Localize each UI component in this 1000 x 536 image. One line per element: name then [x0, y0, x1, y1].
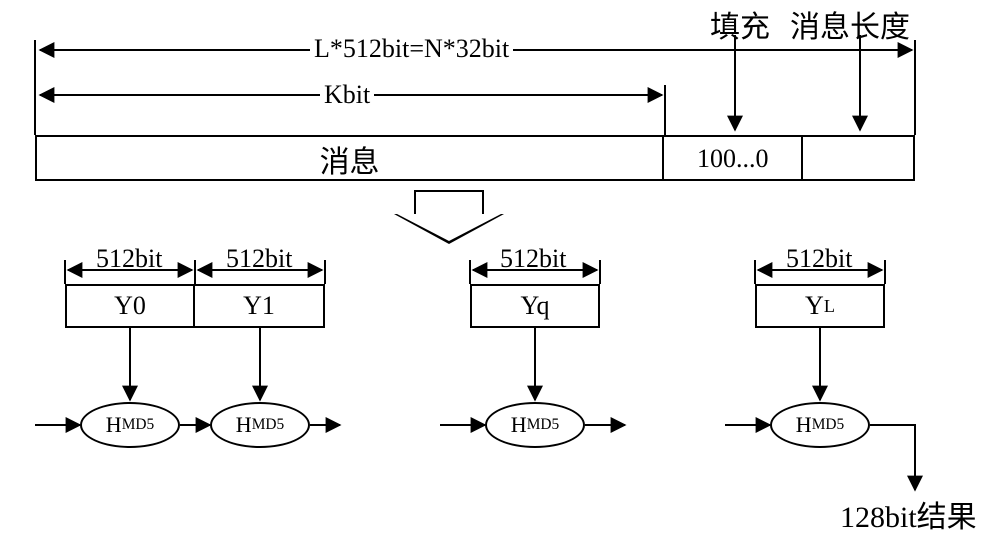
message-seg-len [803, 137, 913, 181]
hash-node-1: HMD5 [210, 402, 310, 448]
hash-node-q: HMD5 [485, 402, 585, 448]
yl-512-label: 512bit [786, 244, 852, 274]
message-seg-pad: 100...0 [664, 137, 803, 181]
hl-to-output [870, 425, 915, 490]
yq-512-label: 512bit [500, 244, 566, 274]
block-y0: Y0 [65, 284, 195, 328]
msglen-label: 消息长度 [790, 2, 910, 46]
hash-node-l: HMD5 [770, 402, 870, 448]
block-yq: Yq [470, 284, 600, 328]
y0-512-label: 512bit [96, 244, 162, 274]
block-y1: Y1 [195, 284, 325, 328]
padding-label: 填充 [710, 2, 770, 46]
message-bar: 消息 100...0 [35, 135, 915, 181]
dim-full-text: L*512bit=N*32bit [310, 34, 513, 64]
dim-kbit-text: Kbit [320, 80, 374, 110]
hash-node-0: HMD5 [80, 402, 180, 448]
block-yl: YL [755, 284, 885, 328]
big-down-arrow [394, 190, 504, 250]
output-label: 128bit结果 [840, 492, 977, 536]
message-seg-msg: 消息 [37, 137, 664, 181]
y1-512-label: 512bit [226, 244, 292, 274]
